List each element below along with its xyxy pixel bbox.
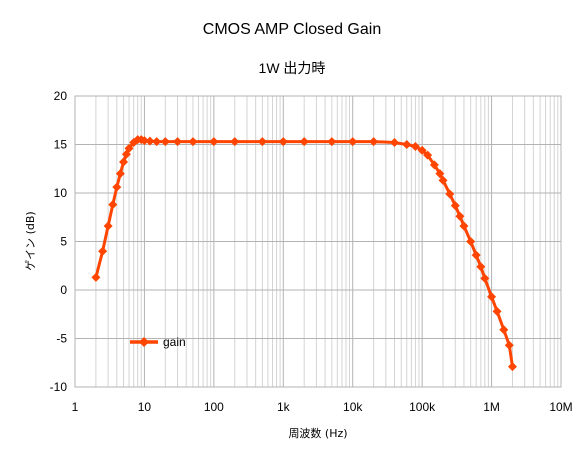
data-point [145,136,155,146]
y-tick-label: 20 [54,89,68,103]
data-point [139,136,149,146]
data-point [160,137,170,147]
data-point [91,272,101,282]
data-point [466,237,476,246]
y-tick-label: -5 [56,332,67,346]
plot-area-border [74,95,562,388]
legend-label-gain: gain [163,335,186,349]
y-axis-tick-labels: 20 15 10 5 0 -5 -10 [50,89,68,394]
y-tick-label: 10 [54,186,68,200]
data-point [499,325,509,335]
data-point [209,137,219,147]
data-point [402,140,412,149]
x-axis-label: 周波数 (Hz) [288,427,347,440]
data-point [423,150,433,160]
x-tick-label: 100k [409,400,436,414]
data-point [435,169,445,179]
x-tick-label: 10 [138,400,152,414]
data-point [369,137,379,147]
data-point [188,137,198,147]
data-point [119,157,129,167]
data-point [429,160,439,170]
data-point [278,137,288,147]
x-tick-label: 1M [483,400,500,414]
data-point [230,137,240,147]
legend-marker [139,337,149,347]
data-point [455,211,465,221]
data-point [476,262,486,272]
data-point [124,143,134,153]
x-tick-label: 1 [72,400,79,414]
x-tick-label: 10M [549,400,572,414]
x-tick-label: 10k [343,400,363,414]
data-point [450,201,460,211]
data-point [173,137,183,147]
data-point [152,137,162,147]
data-point [115,169,125,179]
data-point [390,138,400,148]
data-point [492,306,502,316]
data-point [348,137,358,147]
data-point [417,145,427,155]
chart-title: CMOS AMP Closed Gain [203,21,381,38]
data-point [445,189,455,199]
y-tick-label: -10 [50,380,68,394]
y-axis-label: ゲイン (dB) [24,211,37,270]
data-point [480,273,490,283]
y-tick-label: 0 [60,283,67,297]
data-point [327,137,337,147]
x-axis-tick-labels: 1 10 100 1k 10k 100k 1M 10M [72,400,573,414]
data-point [103,221,113,231]
x-tick-label: 100 [204,400,224,414]
data-point [257,137,267,147]
data-point [299,137,309,147]
data-point [121,149,131,159]
series-gain [91,135,517,372]
y-tick-label: 15 [54,138,68,152]
y-tick-label: 5 [60,235,67,249]
data-point [507,362,517,372]
data-point [504,340,514,350]
data-point [459,221,469,231]
data-point [108,200,118,210]
grid [74,95,561,388]
data-point [112,182,122,192]
data-point [438,175,448,185]
legend: gain [130,335,186,349]
data-point [487,292,497,302]
data-point [471,250,481,260]
data-point [98,246,108,256]
x-tick-label: 1k [277,400,291,414]
chart-subtitle: 1W 出力時 [259,60,326,76]
data-point [410,141,420,151]
